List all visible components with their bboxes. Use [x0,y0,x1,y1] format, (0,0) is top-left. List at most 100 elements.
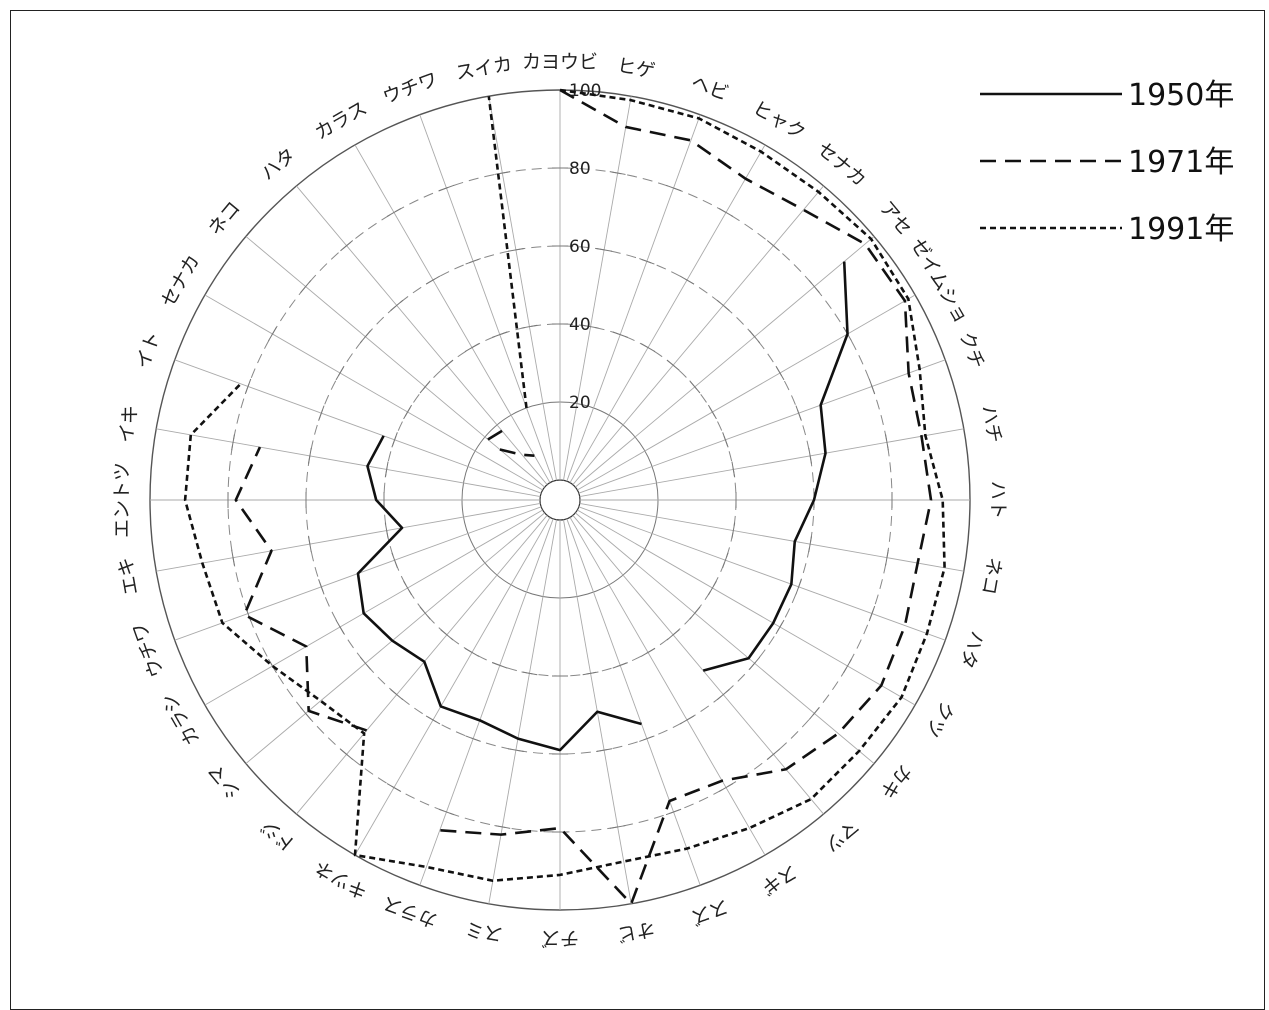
radial-tick [639,735,655,742]
category-label: スギ [757,860,801,898]
spoke [174,359,542,494]
series-line-2 [234,446,368,732]
radial-tick [390,299,404,311]
radial-tick-label: 20 [569,393,591,413]
radial-tick [665,808,682,816]
radial-tick [231,549,235,566]
category-label: ヘビ [688,72,731,106]
radial-tick [440,359,454,371]
radial-tick [307,447,312,464]
radial-tick [679,275,695,285]
radial-tick [766,748,780,760]
spoke [204,294,543,491]
radial-tick [707,404,717,420]
category-label: カラシ [157,689,204,749]
spoke [575,512,875,764]
spoke [488,519,557,904]
radial-tick [843,658,852,674]
category-label: カラス [380,892,441,932]
radial-tick [492,331,508,338]
radial-tick [419,606,431,620]
radial-tick [438,184,455,192]
radial-tick [775,619,785,635]
spoke [572,515,824,815]
spoke [245,512,545,764]
radial-tick [465,258,481,265]
category-label: クチ [955,329,989,372]
radial-tick [885,549,889,566]
radial-tick [731,522,736,539]
radial-tick [521,671,538,676]
series-line-3 [183,88,946,883]
radial-tick [464,343,480,353]
category-label: ハチ [977,403,1005,444]
radial-tick [808,280,820,294]
category-label: カラス [311,97,371,144]
category-label: カキ [875,760,916,803]
radial-tick [609,825,626,829]
radial-tick [340,240,354,252]
radial-tick [403,404,413,420]
radial-tick [885,434,889,451]
radial-tick [716,299,730,311]
category-label: ハタ [955,628,989,671]
radial-tick [612,331,628,338]
category-label: キツネ [311,856,371,904]
category-label: ドジ [257,815,300,856]
category-label: ヒャク [749,97,809,145]
radial-tick-label: 80 [569,159,591,179]
spoke [156,428,541,497]
series-line-3 [487,96,528,409]
radial-tick [244,378,252,395]
radial-tick [340,748,354,760]
series-line-1 [487,429,503,441]
radial-tick [391,432,398,448]
radial-tick [384,461,389,478]
spoke [296,515,548,815]
radial-tick [403,580,413,596]
spoke [579,503,964,572]
spoke [419,114,554,482]
radial-tick [335,365,345,381]
radial-tick [749,330,761,344]
radial-tick [582,324,599,329]
spoke [566,114,701,482]
radial-tick [640,343,656,353]
radial-tick [612,662,628,669]
legend-label-3: 1991年 [1128,212,1234,247]
radial-tick [722,432,729,448]
radial-tick [425,715,441,725]
category-label: イト [132,329,166,372]
spoke [566,518,701,886]
radial-tick [689,606,701,620]
radial-tick [795,405,802,421]
spoke [245,236,545,488]
radial-tick [775,365,785,381]
series-line-1 [356,435,642,752]
radial-tick [318,579,325,595]
radial-tick [808,536,813,553]
category-label: ウチワ [380,68,441,108]
spoke [354,517,551,856]
radial-tick [300,280,312,294]
radial-tick [440,629,454,641]
category-label: エキ [115,555,143,596]
radial-tick [507,247,524,252]
radial-tick [425,275,441,285]
category-label: アセ [875,197,916,240]
radial-tick [386,783,402,792]
radial-tick [596,247,613,252]
spoke [577,509,916,706]
radial-tick [268,658,277,674]
category-label: ゼイムショ [906,235,972,328]
series-line-2 [499,448,535,457]
category-label: セナカ [157,251,205,311]
spoke [354,144,551,483]
spoke [579,428,964,497]
radial-tick [722,552,729,568]
radial-tick [718,783,734,792]
category-label: スズ [688,895,731,929]
category-label: スミ [463,917,504,945]
radial-tick [492,662,508,669]
